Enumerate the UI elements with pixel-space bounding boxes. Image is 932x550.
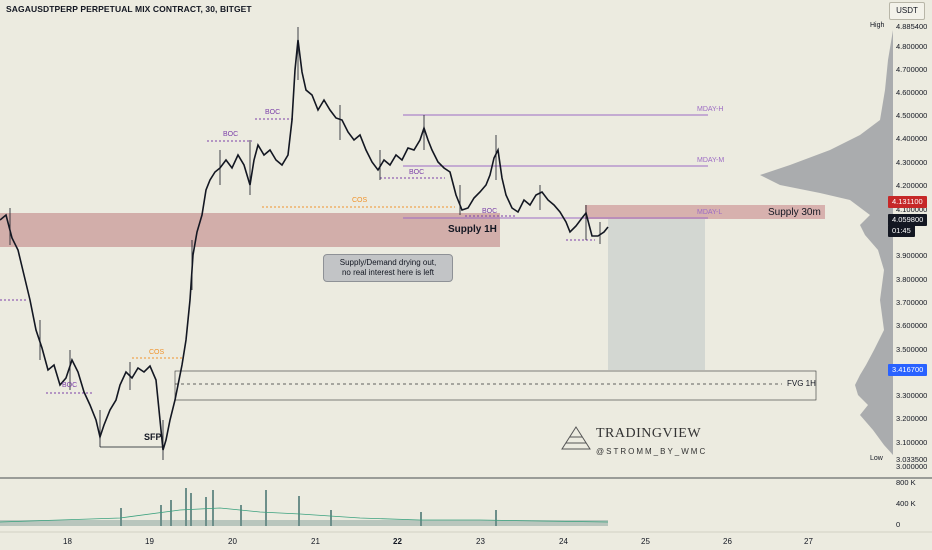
volume-profile (760, 30, 893, 455)
price-tick: 4.700000 (896, 65, 928, 74)
low-label: Low (870, 455, 883, 462)
mday-h-label: MDAY-H (697, 106, 724, 113)
fvg-1h-label: FVG 1H (787, 379, 816, 388)
mday-l-label: MDAY-L (697, 209, 723, 216)
boc-label: BOC (409, 169, 425, 176)
time-label: 27 (804, 537, 813, 546)
callout-box: Supply/Demand drying out, no real intere… (323, 254, 453, 282)
time-label: 23 (476, 537, 485, 546)
watermark-logo (561, 426, 591, 450)
price-tick: 3.200000 (896, 414, 928, 423)
high-value: 4.885400 (896, 22, 928, 31)
low-value: 3.033500 (896, 455, 928, 464)
volume-ma (0, 507, 609, 523)
callout-line: Supply/Demand drying out, (339, 258, 437, 267)
supply-30m-label: Supply 30m (768, 207, 821, 218)
time-label: 18 (63, 537, 72, 546)
cos-label: COS (149, 349, 165, 356)
boc-label: BOC (482, 208, 498, 215)
price-tick: 3.500000 (896, 345, 928, 354)
candle-wicks (9, 27, 601, 460)
price-tick: 4.200000 (896, 181, 928, 190)
supply-1h-label: Supply 1H (448, 224, 497, 235)
price-tick: 4.100000 (896, 205, 928, 214)
price-tick: 4.500000 (896, 111, 928, 120)
price-tick: 3.700000 (896, 298, 928, 307)
price-tick: 3.800000 (896, 275, 928, 284)
price-tick: 4.800000 (896, 42, 928, 51)
price-tick: 3.100000 (896, 438, 928, 447)
high-label: High (870, 22, 885, 29)
volume-tick: 400 K (896, 499, 916, 508)
sfp-label: SFP (144, 432, 162, 442)
time-label: 26 (723, 537, 732, 546)
price-tick: 3.300000 (896, 391, 928, 400)
fvg-1h-box (174, 370, 817, 401)
time-label: 20 (228, 537, 237, 546)
red-price-tag: 4.131100 (888, 196, 927, 208)
blue-price-tag: 3.416700 (888, 364, 928, 376)
price-line (0, 39, 609, 451)
current-price-tag: 4.059800 (888, 214, 928, 226)
boc-label: BOC (62, 382, 78, 389)
symbol-title: SAGAUSDTPERP PERPETUAL MIX CONTRACT, 30,… (6, 4, 252, 14)
time-label: 24 (559, 537, 568, 546)
cos-label: COS (352, 197, 368, 204)
price-tick: 3.000000 (896, 462, 928, 471)
time-label: 22 (393, 537, 402, 546)
price-tick: 4.400000 (896, 134, 928, 143)
watermark-brand: TRADINGVIEW (596, 426, 702, 441)
price-tick: 4.600000 (896, 88, 928, 97)
time-label: 21 (311, 537, 320, 546)
mday-m-label: MDAY-M (697, 157, 725, 164)
boc-label: BOC (223, 131, 239, 138)
supply-30m-zone (585, 205, 825, 219)
price-tick: 3.600000 (896, 321, 928, 330)
position-target-zone (608, 219, 705, 370)
volume-tick: 800 K (896, 478, 916, 487)
time-label: 19 (145, 537, 154, 546)
volume-tick: 0 (896, 520, 901, 529)
supply-1h-zone (0, 213, 500, 247)
currency-button[interactable]: USDT (889, 2, 925, 20)
watermark-author: @STROMM_BY_WMC (596, 447, 708, 456)
boc-label: BOC (265, 109, 281, 116)
price-tick: 3.900000 (896, 251, 928, 260)
price-tick: 4.300000 (896, 158, 928, 167)
callout-line: no real interest here is left (341, 268, 435, 277)
countdown-tag: 01:45 (888, 225, 915, 237)
time-label: 25 (641, 537, 650, 546)
